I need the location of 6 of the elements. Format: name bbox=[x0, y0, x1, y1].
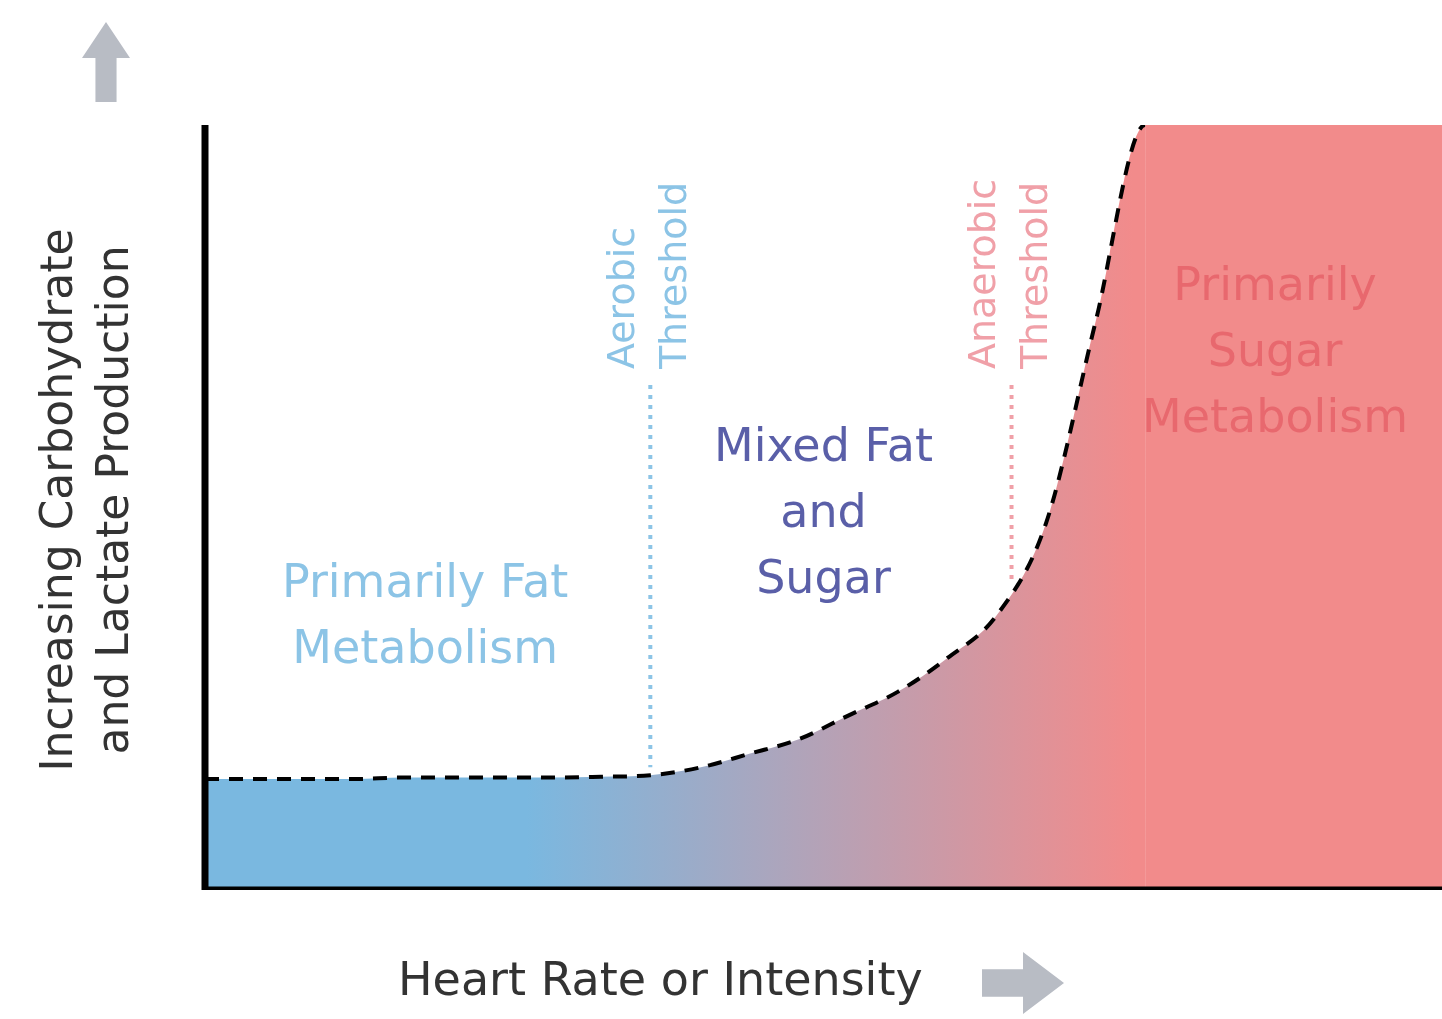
annotation: Primarily Fat Metabolism bbox=[281, 554, 569, 675]
y-axis-title: Increasing Carbohydrate and Lactate Production bbox=[30, 228, 139, 772]
annotation: Anaerobic Threshold bbox=[960, 178, 1057, 371]
annotation: Mixed Fat and Sugar bbox=[714, 418, 933, 605]
annotation: Aerobic Threshold bbox=[599, 181, 696, 371]
x-axis-title: Heart Rate or Intensity bbox=[398, 952, 923, 1006]
